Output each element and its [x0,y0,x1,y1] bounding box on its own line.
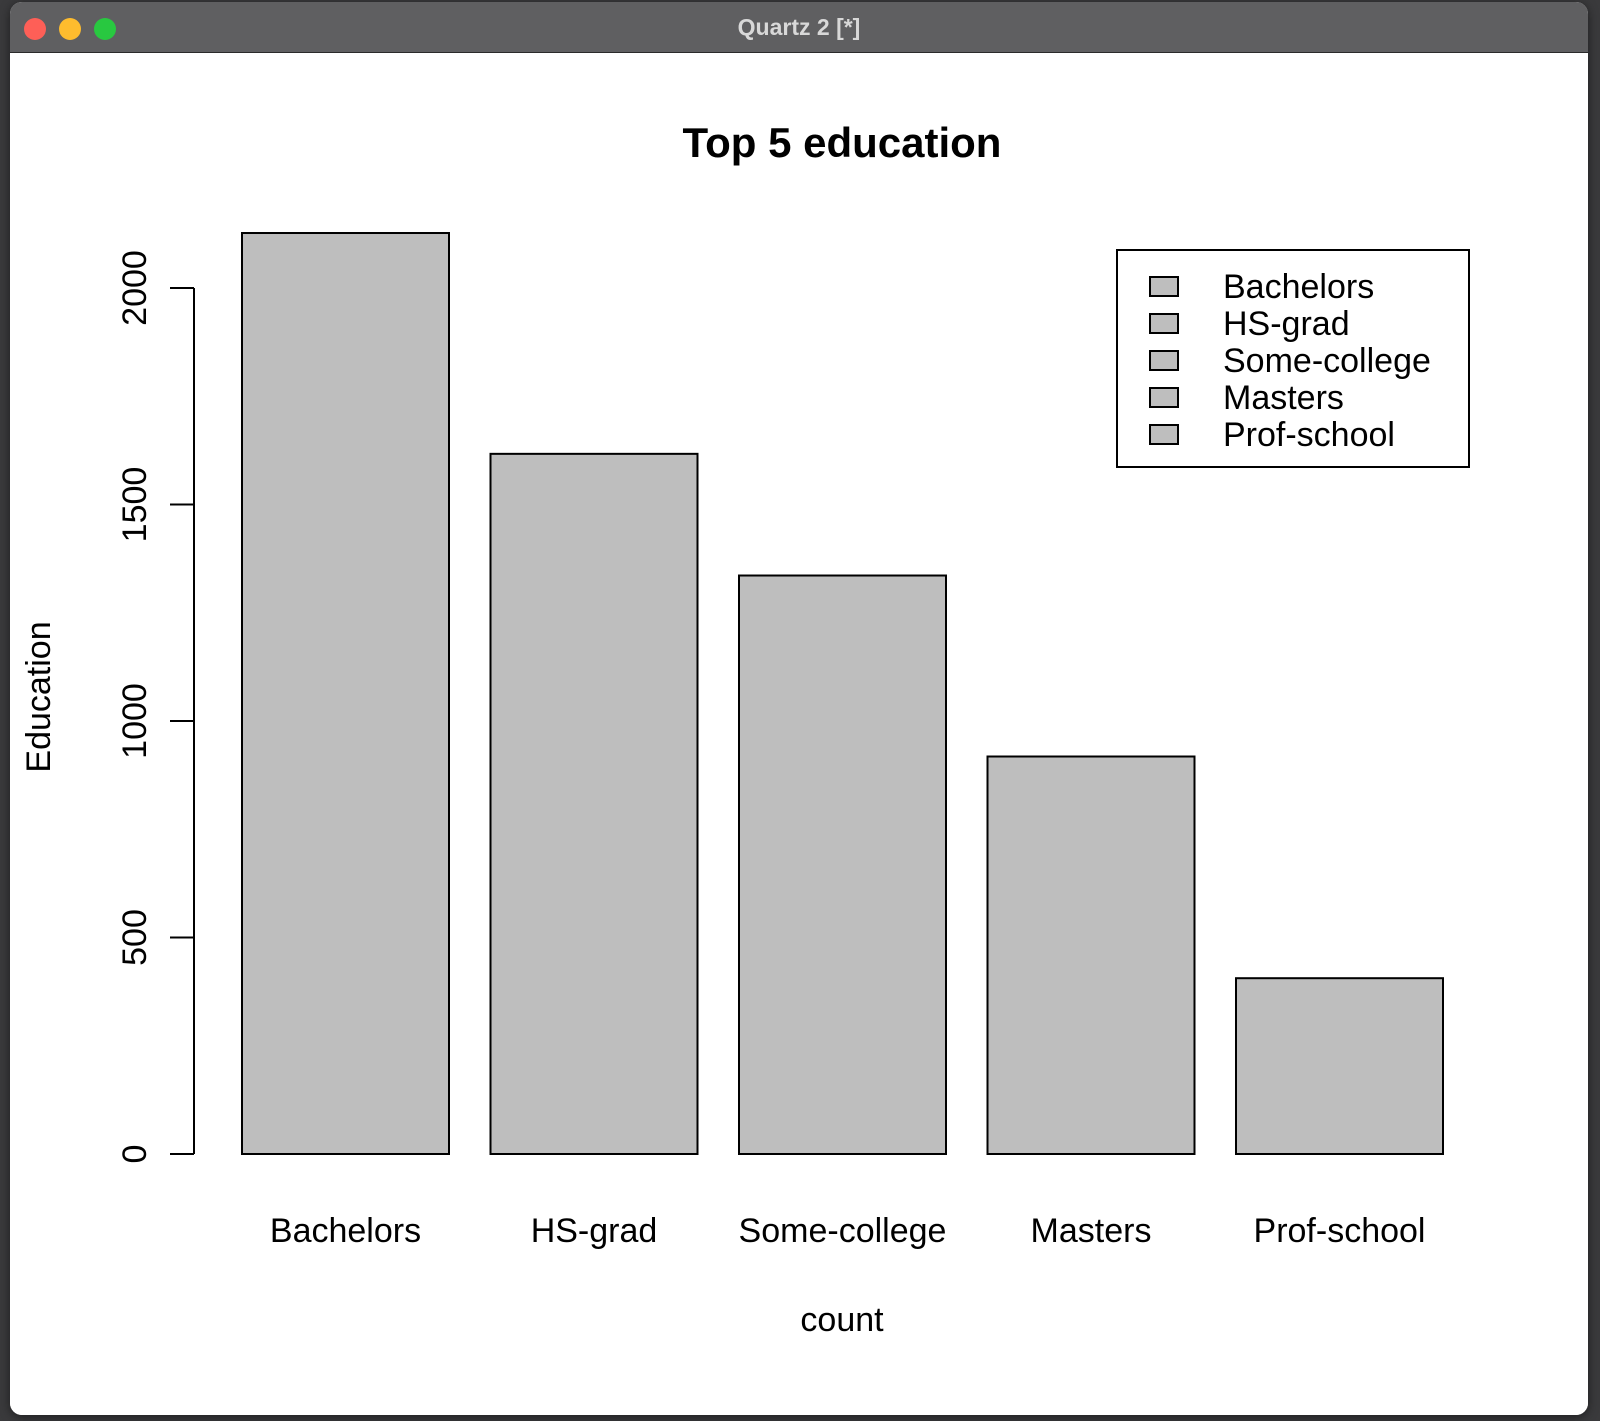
legend-swatch [1149,350,1179,371]
plot-area: Top 5 education count Education 0 500 1000… [10,53,1588,1415]
bar-prof-school [1235,977,1444,1156]
x-tick-label: Bachelors [270,1212,421,1250]
x-tick-label: Prof-school [1254,1212,1426,1250]
zoom-button[interactable] [94,18,116,40]
legend-label: Prof-school [1223,416,1395,454]
y-tick-label: 1000 [116,683,154,759]
title-bar[interactable]: Quartz 2 [*] [10,2,1588,53]
bar-some-college [738,574,947,1155]
legend-swatch [1149,387,1179,408]
bar-masters [986,755,1196,1155]
y-tick-label: 500 [116,909,154,966]
plot-window: Quartz 2 [*] Top 5 education count Educa… [10,2,1588,1415]
x-tick-label: HS-grad [531,1212,658,1250]
legend-label: Some-college [1223,342,1431,380]
y-tick-label: 1500 [116,467,154,543]
y-tick-label: 2000 [116,250,154,326]
legend-swatch [1149,313,1179,334]
legend-label: Masters [1223,379,1344,417]
x-tick-label: Masters [1031,1212,1152,1250]
bar-bachelors [241,232,450,1156]
y-axis-label: Education [20,621,58,772]
x-tick-label: Some-college [739,1212,947,1250]
window-title: Quartz 2 [*] [737,14,861,40]
close-button[interactable] [24,18,46,40]
legend-label: Bachelors [1223,268,1374,306]
legend-swatch [1149,276,1179,297]
chart-title: Top 5 education [683,119,1002,166]
legend-label: HS-grad [1223,305,1350,343]
minimize-button[interactable] [59,18,81,40]
bar-chart: Top 5 education count Education 0 500 1000… [20,119,1470,1339]
x-axis-label: count [800,1301,884,1339]
legend-swatch [1149,424,1179,445]
y-tick-label: 0 [116,1145,154,1164]
bar-hs-grad [489,452,699,1155]
